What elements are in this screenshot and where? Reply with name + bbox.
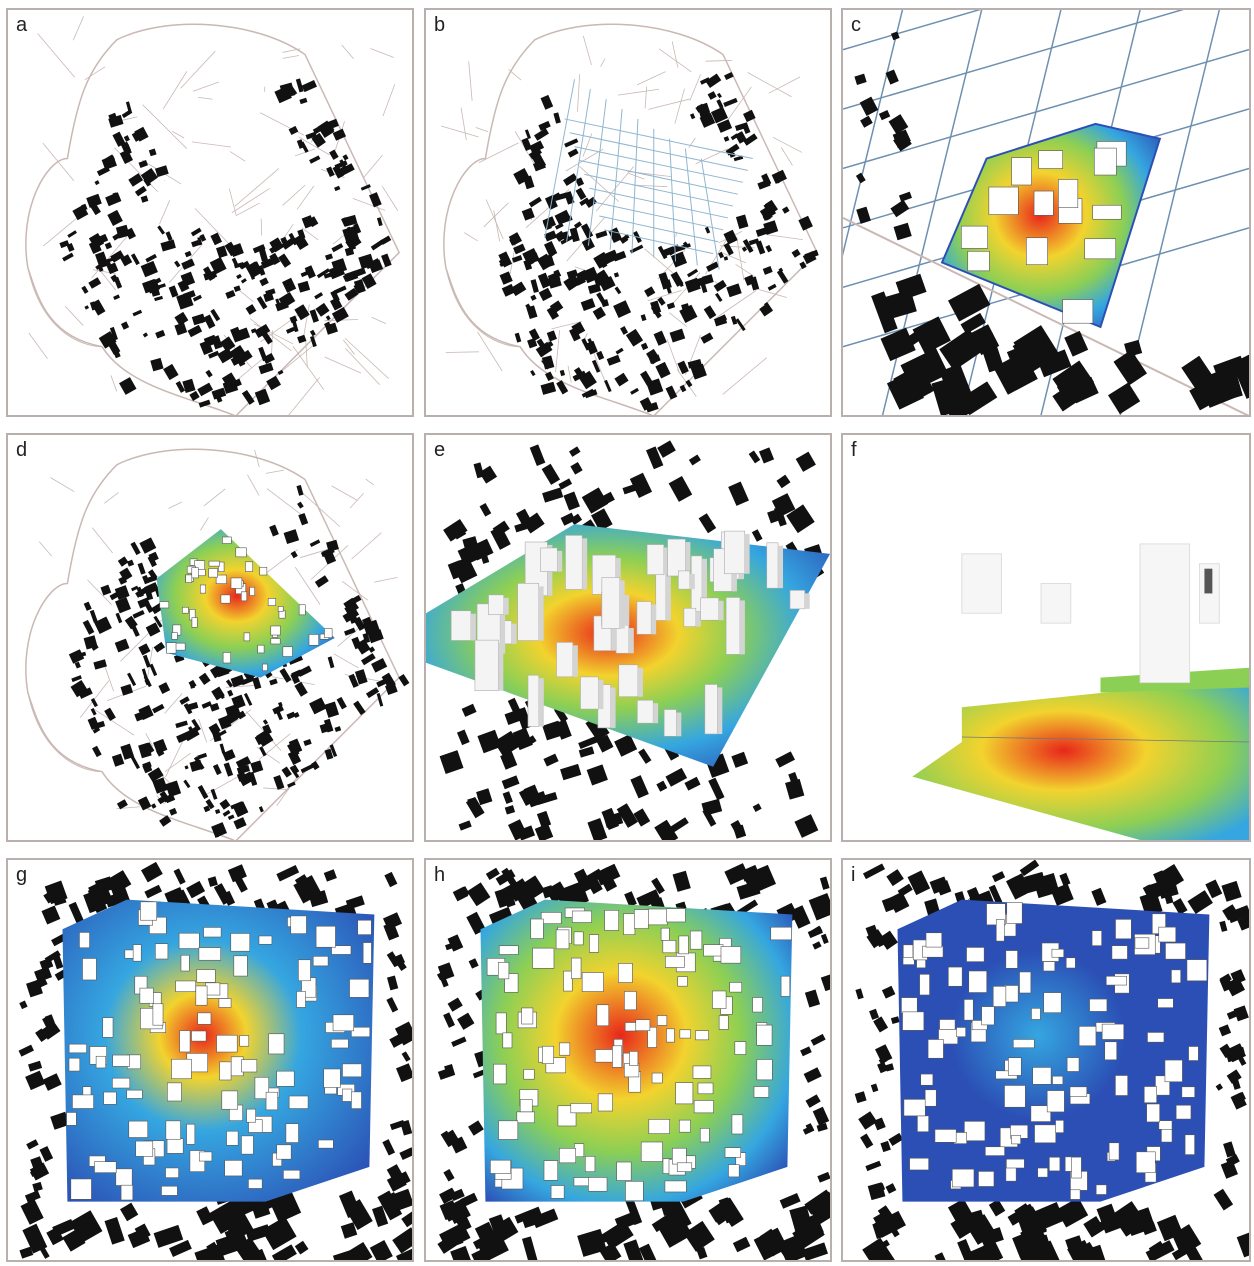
panel-label: d [16,439,28,461]
panel-i: i [841,858,1251,1262]
heatmap-zoom-plan [843,10,1249,415]
street-network-plan [440,23,819,415]
panel-label: a [16,14,28,36]
panel-label: c [851,14,861,36]
panel-a: a [6,8,414,417]
panel-label: h [434,864,446,886]
panel-label: e [434,439,446,461]
heatmap-plan [18,861,412,1260]
heatmap-plan [436,863,830,1260]
base-map-plan [25,16,401,415]
panel-h: h [424,858,832,1262]
panel-g: g [6,858,414,1262]
panel-label: i [851,864,856,886]
panel-f: f [841,433,1251,842]
panel-e: e [424,433,832,842]
panel-label: g [16,864,28,886]
panel-label: f [851,439,857,461]
heatmap-plan [854,860,1249,1260]
section-view-render [912,543,1249,840]
panel-b: b [424,8,832,417]
3d-view-render [426,440,830,840]
panel-d: d [6,433,414,842]
heatmap-overlay-plan [25,448,410,840]
panel-c: c [841,8,1251,417]
panel-label: b [434,14,446,36]
